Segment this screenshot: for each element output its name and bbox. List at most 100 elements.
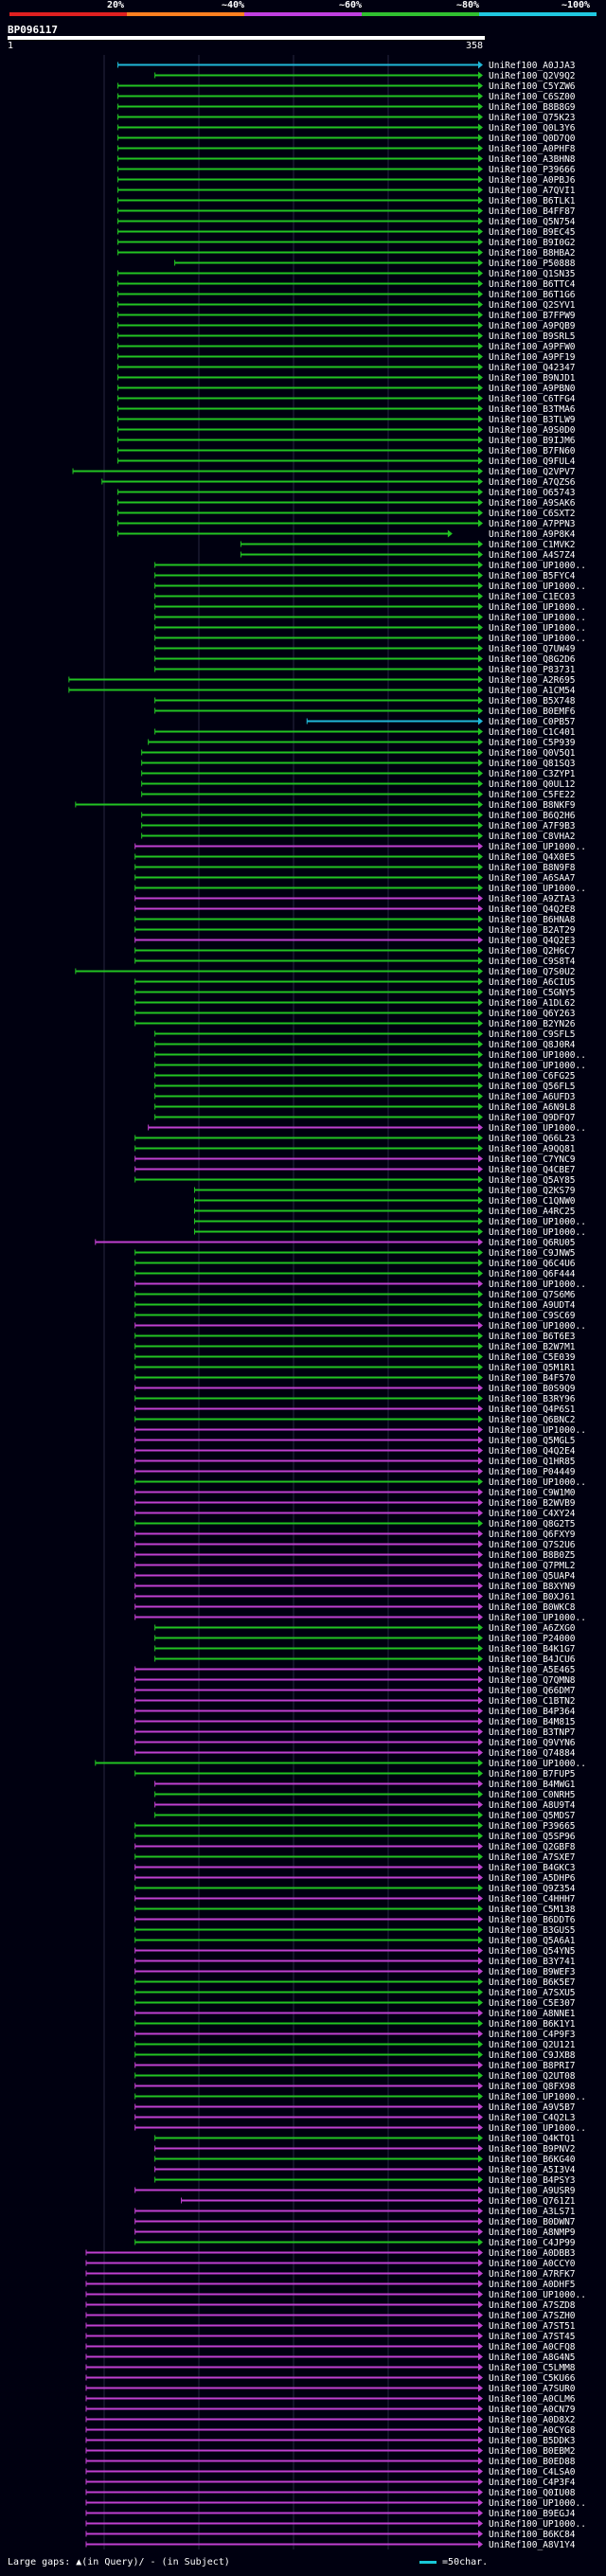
hit-label[interactable]: UniRef100_Q5M1R1 bbox=[489, 1363, 576, 1373]
hit-label[interactable]: UniRef100_Q42347 bbox=[489, 363, 576, 373]
hit-label[interactable]: UniRef100_Q9DFQ7 bbox=[489, 1113, 576, 1123]
hit-label[interactable]: UniRef100_C9JNW5 bbox=[489, 1248, 576, 1259]
hit-label[interactable]: UniRef100_C6TFG4 bbox=[489, 394, 576, 404]
hit-label[interactable]: UniRef100_A3LS71 bbox=[489, 2207, 576, 2217]
hit-label[interactable]: UniRef100_C5E039 bbox=[489, 1352, 576, 1363]
hit-label[interactable]: UniRef100_B3RY96 bbox=[489, 1394, 576, 1404]
hit-label[interactable]: UniRef100_B0EMF6 bbox=[489, 707, 576, 717]
hit-label[interactable]: UniRef100_B3TLW9 bbox=[489, 415, 576, 425]
hit-label[interactable]: UniRef100_B4PSY3 bbox=[489, 2175, 576, 2186]
hit-label[interactable]: UniRef100_B6T6E3 bbox=[489, 1332, 576, 1342]
hit-label[interactable]: UniRef100_Q8FX98 bbox=[489, 2082, 576, 2092]
hit-label[interactable]: UniRef100_B6TTC4 bbox=[489, 279, 576, 290]
hit-label[interactable]: UniRef100_C9SFL5 bbox=[489, 1029, 576, 1040]
hit-label[interactable]: UniRef100_C5P939 bbox=[489, 738, 576, 748]
hit-label[interactable]: UniRef100_B4GKC3 bbox=[489, 1863, 576, 1873]
hit-label[interactable]: UniRef100_UP1000.. bbox=[489, 1425, 586, 1436]
hit-label[interactable]: UniRef100_Q74884 bbox=[489, 1748, 576, 1759]
hit-label[interactable]: UniRef100_C1EC03 bbox=[489, 592, 576, 602]
hit-label[interactable]: UniRef100_UP1000.. bbox=[489, 1123, 586, 1134]
hit-label[interactable]: UniRef100_Q4Q2E4 bbox=[489, 1446, 576, 1457]
hit-label[interactable]: UniRef100_P39665 bbox=[489, 1821, 576, 1832]
hit-label[interactable]: UniRef100_A9S0D0 bbox=[489, 425, 576, 436]
hit-label[interactable]: UniRef100_Q6FXY9 bbox=[489, 1530, 576, 1540]
hit-label[interactable]: UniRef100_B9PNV2 bbox=[489, 2144, 576, 2155]
hit-label[interactable]: UniRef100_B9NJD1 bbox=[489, 373, 576, 384]
hit-label[interactable]: UniRef100_C3ZYP1 bbox=[489, 769, 576, 779]
hit-label[interactable]: UniRef100_UP1000.. bbox=[489, 623, 586, 634]
hit-label[interactable]: UniRef100_C0PB57 bbox=[489, 717, 576, 727]
hit-label[interactable]: UniRef100_A1CM54 bbox=[489, 686, 576, 696]
hit-label[interactable]: UniRef100_C9JXB8 bbox=[489, 2050, 576, 2061]
hit-label[interactable]: UniRef100_B6Q2H6 bbox=[489, 811, 576, 821]
hit-label[interactable]: UniRef100_A9PBN0 bbox=[489, 384, 576, 394]
hit-label[interactable]: UniRef100_B9IJM6 bbox=[489, 436, 576, 446]
hit-label[interactable]: UniRef100_B3GUS5 bbox=[489, 1925, 576, 1936]
hit-label[interactable]: UniRef100_C1BTN2 bbox=[489, 1696, 576, 1707]
hit-label[interactable]: UniRef100_C5KU66 bbox=[489, 2373, 576, 2384]
hit-label[interactable]: UniRef100_A7ST51 bbox=[489, 2321, 576, 2332]
hit-label[interactable]: UniRef100_Q7S2U6 bbox=[489, 1540, 576, 1550]
hit-label[interactable]: UniRef100_A7RFK7 bbox=[489, 2269, 576, 2280]
hit-label[interactable]: UniRef100_B5DDK3 bbox=[489, 2436, 576, 2446]
hit-label[interactable]: UniRef100_A8NNE1 bbox=[489, 2009, 576, 2019]
hit-label[interactable]: UniRef100_A7SXU5 bbox=[489, 1988, 576, 1998]
hit-label[interactable]: UniRef100_B0ED88 bbox=[489, 2457, 576, 2467]
hit-label[interactable]: UniRef100_P83731 bbox=[489, 665, 576, 675]
hit-label[interactable]: UniRef100_A7SZH0 bbox=[489, 2311, 576, 2321]
hit-label[interactable]: UniRef100_A7QVI1 bbox=[489, 186, 576, 196]
hit-label[interactable]: UniRef100_Q9FUL4 bbox=[489, 456, 576, 467]
hit-label[interactable]: UniRef100_A2R695 bbox=[489, 675, 576, 686]
hit-label[interactable]: UniRef100_Q2H6C7 bbox=[489, 946, 576, 957]
hit-label[interactable]: UniRef100_A5DHP6 bbox=[489, 1873, 576, 1884]
hit-label[interactable]: UniRef100_A9PF19 bbox=[489, 352, 576, 363]
hit-label[interactable]: UniRef100_A7PPN3 bbox=[489, 519, 576, 529]
hit-label[interactable]: UniRef100_Q2VPV7 bbox=[489, 467, 576, 477]
hit-label[interactable]: UniRef100_Q4P6S1 bbox=[489, 1404, 576, 1415]
hit-label[interactable]: UniRef100_A6CIU5 bbox=[489, 977, 576, 988]
hit-label[interactable]: UniRef100_B8PRI7 bbox=[489, 2061, 576, 2071]
hit-label[interactable]: UniRef100_P39666 bbox=[489, 165, 576, 175]
hit-label[interactable]: UniRef100_A8V1Y4 bbox=[489, 2540, 576, 2550]
hit-label[interactable]: UniRef100_A0CLM6 bbox=[489, 2394, 576, 2405]
hit-label[interactable]: UniRef100_A7SZD8 bbox=[489, 2300, 576, 2311]
hit-label[interactable]: UniRef100_A8G4N5 bbox=[489, 2352, 576, 2363]
hit-label[interactable]: UniRef100_UP1000.. bbox=[489, 1217, 586, 1227]
hit-label[interactable]: UniRef100_UP1000.. bbox=[489, 581, 586, 592]
hit-label[interactable]: UniRef100_B7FUP5 bbox=[489, 1769, 576, 1780]
hit-label[interactable]: UniRef100_A9USR9 bbox=[489, 2186, 576, 2196]
hit-label[interactable]: UniRef100_C1C401 bbox=[489, 727, 576, 738]
hit-label[interactable]: UniRef100_UP1000.. bbox=[489, 1759, 586, 1769]
hit-label[interactable]: UniRef100_UP1000.. bbox=[489, 1227, 586, 1238]
hit-label[interactable]: UniRef100_Q2KS79 bbox=[489, 1186, 576, 1196]
hit-label[interactable]: UniRef100_Q8G2T5 bbox=[489, 1519, 576, 1530]
hit-label[interactable]: UniRef100_C6FG25 bbox=[489, 1071, 576, 1082]
hit-label[interactable]: UniRef100_B9I0G2 bbox=[489, 238, 576, 248]
hit-label[interactable]: UniRef100_UP1000.. bbox=[489, 2498, 586, 2509]
hit-label[interactable]: UniRef100_UP1000.. bbox=[489, 602, 586, 613]
hit-label[interactable]: UniRef100_Q5A6A1 bbox=[489, 1936, 576, 1946]
hit-label[interactable]: UniRef100_B8XYN9 bbox=[489, 1582, 576, 1592]
hit-label[interactable]: UniRef100_B7FPW9 bbox=[489, 311, 576, 321]
hit-label[interactable]: UniRef100_A0JJA3 bbox=[489, 61, 576, 71]
hit-label[interactable]: UniRef100_UP1000.. bbox=[489, 613, 586, 623]
hit-label[interactable]: UniRef100_A9PQB9 bbox=[489, 321, 576, 331]
hit-label[interactable]: UniRef100_A6UFD3 bbox=[489, 1092, 576, 1102]
hit-label[interactable]: UniRef100_P24000 bbox=[489, 1634, 576, 1644]
hit-label[interactable]: UniRef100_B4JCU6 bbox=[489, 1655, 576, 1665]
hit-label[interactable]: UniRef100_Q9VYN6 bbox=[489, 1738, 576, 1748]
hit-label[interactable]: UniRef100_A9ZTA3 bbox=[489, 894, 576, 904]
hit-label[interactable]: UniRef100_UP1000.. bbox=[489, 2123, 586, 2134]
hit-label[interactable]: UniRef100_UP1000.. bbox=[489, 1279, 586, 1290]
hit-label[interactable]: UniRef100_A9QQ81 bbox=[489, 1144, 576, 1154]
hit-label[interactable]: UniRef100_A0PHF8 bbox=[489, 144, 576, 154]
hit-label[interactable]: UniRef100_Q0D7Q0 bbox=[489, 134, 576, 144]
hit-label[interactable]: UniRef100_B4P364 bbox=[489, 1707, 576, 1717]
hit-label[interactable]: UniRef100_A7QZS6 bbox=[489, 477, 576, 488]
hit-label[interactable]: UniRef100_B8N9F8 bbox=[489, 863, 576, 873]
hit-label[interactable]: UniRef100_B4M815 bbox=[489, 1717, 576, 1727]
hit-label[interactable]: UniRef100_A0CCY0 bbox=[489, 2259, 576, 2269]
hit-label[interactable]: UniRef100_A0DHF5 bbox=[489, 2280, 576, 2290]
hit-label[interactable]: UniRef100_B4FF87 bbox=[489, 206, 576, 217]
hit-label[interactable]: UniRef100_B8HBA2 bbox=[489, 248, 576, 259]
